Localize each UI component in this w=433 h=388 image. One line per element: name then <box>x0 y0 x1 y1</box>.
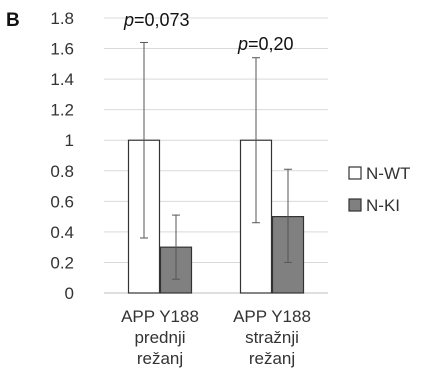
legend-label-n-wt: N-WT <box>366 164 410 183</box>
bars <box>127 139 305 294</box>
category-label: APP Y188 <box>121 307 199 326</box>
category-label: režanj <box>249 349 295 368</box>
category-label: režanj <box>137 349 183 368</box>
category-label: prednji <box>134 328 185 347</box>
y-tick-label: 1.6 <box>50 40 74 59</box>
legend-label-n-ki: N-KI <box>366 196 400 215</box>
p-value-label: p=0,073 <box>123 10 190 30</box>
category-label: APP Y188 <box>233 307 311 326</box>
y-tick-label: 0.4 <box>50 223 74 242</box>
category-label: stražnji <box>245 328 299 347</box>
x-axis-labels: APP Y188 prednji režanj APP Y188 stražnji rež… <box>121 307 311 368</box>
p-value-annotations: p=0,073 p=0,20 <box>123 10 294 54</box>
y-tick-label: 0 <box>65 284 74 303</box>
legend: N-WT N-KI <box>348 164 410 215</box>
y-tick-label: 1.4 <box>50 70 74 89</box>
y-tick-label: 0.6 <box>50 192 74 211</box>
p-value-label: p=0,20 <box>237 34 294 54</box>
y-tick-label: 1 <box>65 131 74 150</box>
panel-label: B <box>6 10 20 31</box>
legend-swatch-n-wt <box>348 166 362 180</box>
y-tick-label: 0.2 <box>50 253 74 272</box>
legend-swatch-n-ki <box>348 198 362 212</box>
y-tick-label: 1.2 <box>50 101 74 120</box>
y-axis-ticks: 0 0.2 0.4 0.6 0.8 1 1.2 1.4 1.6 1.8 <box>50 9 74 303</box>
error-bars <box>140 41 292 280</box>
y-tick-label: 0.8 <box>50 162 74 181</box>
y-tick-label: 1.8 <box>50 9 74 28</box>
